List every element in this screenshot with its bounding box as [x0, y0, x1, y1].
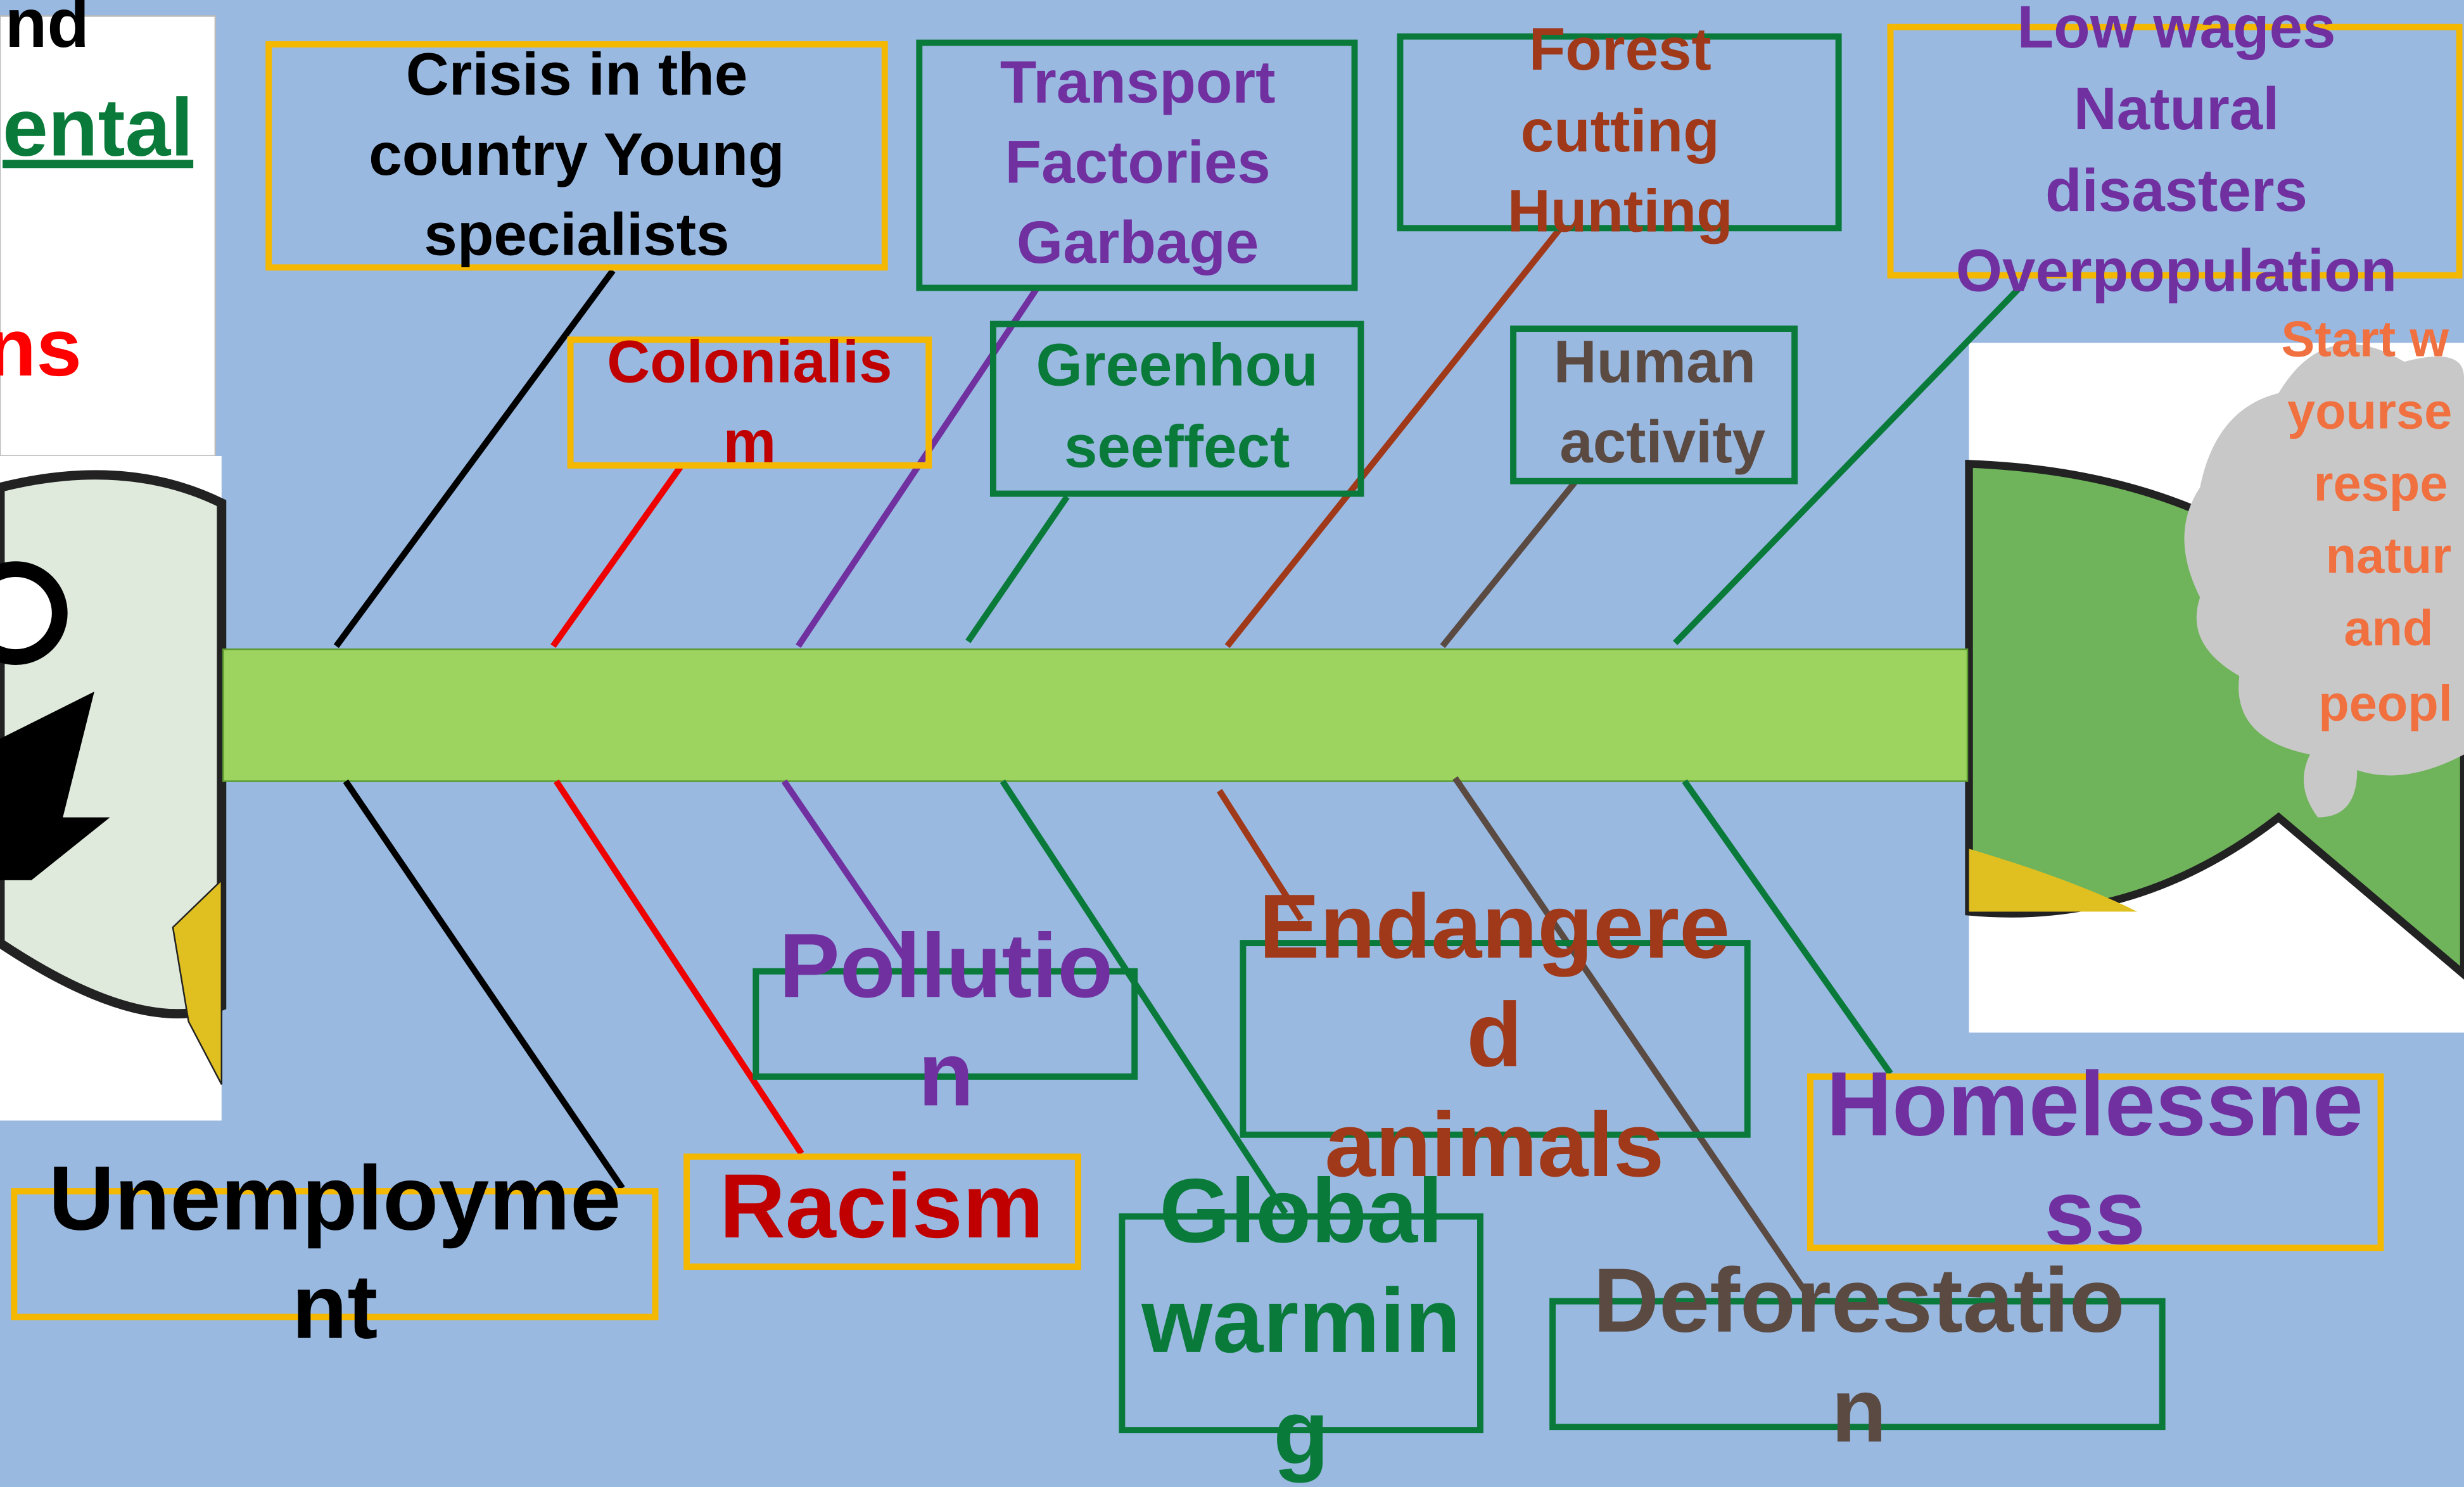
problem-text: Pollutio: [779, 915, 1113, 1016]
problem-text: g: [1273, 1382, 1329, 1483]
problem-text: Racism: [720, 1156, 1044, 1257]
cloud-text: natur: [2326, 528, 2451, 584]
problem-text: n: [1831, 1360, 1887, 1461]
cause-text: Greenhou: [1036, 331, 1318, 398]
problem-text: Global: [1159, 1160, 1443, 1262]
cloud-text: yourse: [2287, 383, 2452, 439]
page: nd ental ns Start w yourse respe natur a…: [0, 0, 2464, 1487]
cause-text: Transport: [1000, 49, 1276, 115]
problem-text: n: [918, 1023, 974, 1125]
cause-text: disasters: [2045, 157, 2308, 224]
problem-text: ss: [2044, 1162, 2145, 1263]
cause-text: Natural: [2074, 75, 2280, 142]
cloud-text: peopl: [2318, 675, 2453, 731]
problem-text: Homelessne: [1826, 1054, 2363, 1155]
cause-text: specialists: [424, 201, 729, 268]
fishbone-diagram: nd ental ns Start w yourse respe natur a…: [0, 0, 2464, 1487]
cause-text: country Young: [369, 121, 784, 187]
cause-text: Garbage: [1017, 209, 1259, 275]
cloud-text: and: [2344, 600, 2433, 656]
note-text: ns: [0, 302, 82, 393]
problem-text: Deforestatio: [1593, 1250, 2124, 1351]
cloud-text: respe: [2314, 455, 2448, 512]
cause-text: cutting: [1521, 98, 1720, 164]
problem-text: d: [1466, 984, 1522, 1085]
cloud-text: Start w: [2281, 310, 2449, 367]
fish-eye: [0, 569, 60, 657]
problem-text: warmin: [1141, 1270, 1461, 1372]
cause-text: Human: [1554, 328, 1756, 395]
cause-text: activity: [1559, 408, 1765, 475]
note-text: ental: [3, 82, 193, 174]
cause-text: Forest: [1529, 16, 1711, 82]
problem-text: nt: [292, 1256, 378, 1358]
note-text: nd: [5, 0, 89, 62]
problem-text: Endangere: [1259, 876, 1731, 977]
cause-text: m: [723, 408, 776, 475]
cause-text: Colonialis: [607, 328, 892, 395]
cause-text: Low wages: [2017, 0, 2336, 60]
cause-text: Crisis in the: [406, 41, 748, 107]
problem-text: Unemployme: [49, 1148, 621, 1249]
cause-text: seeffect: [1064, 413, 1290, 479]
cause-text: Factories: [1005, 129, 1271, 195]
cause-text: Overpopulation: [1956, 237, 2397, 304]
cause-text: Hunting: [1508, 177, 1733, 244]
spine: [223, 649, 1967, 781]
